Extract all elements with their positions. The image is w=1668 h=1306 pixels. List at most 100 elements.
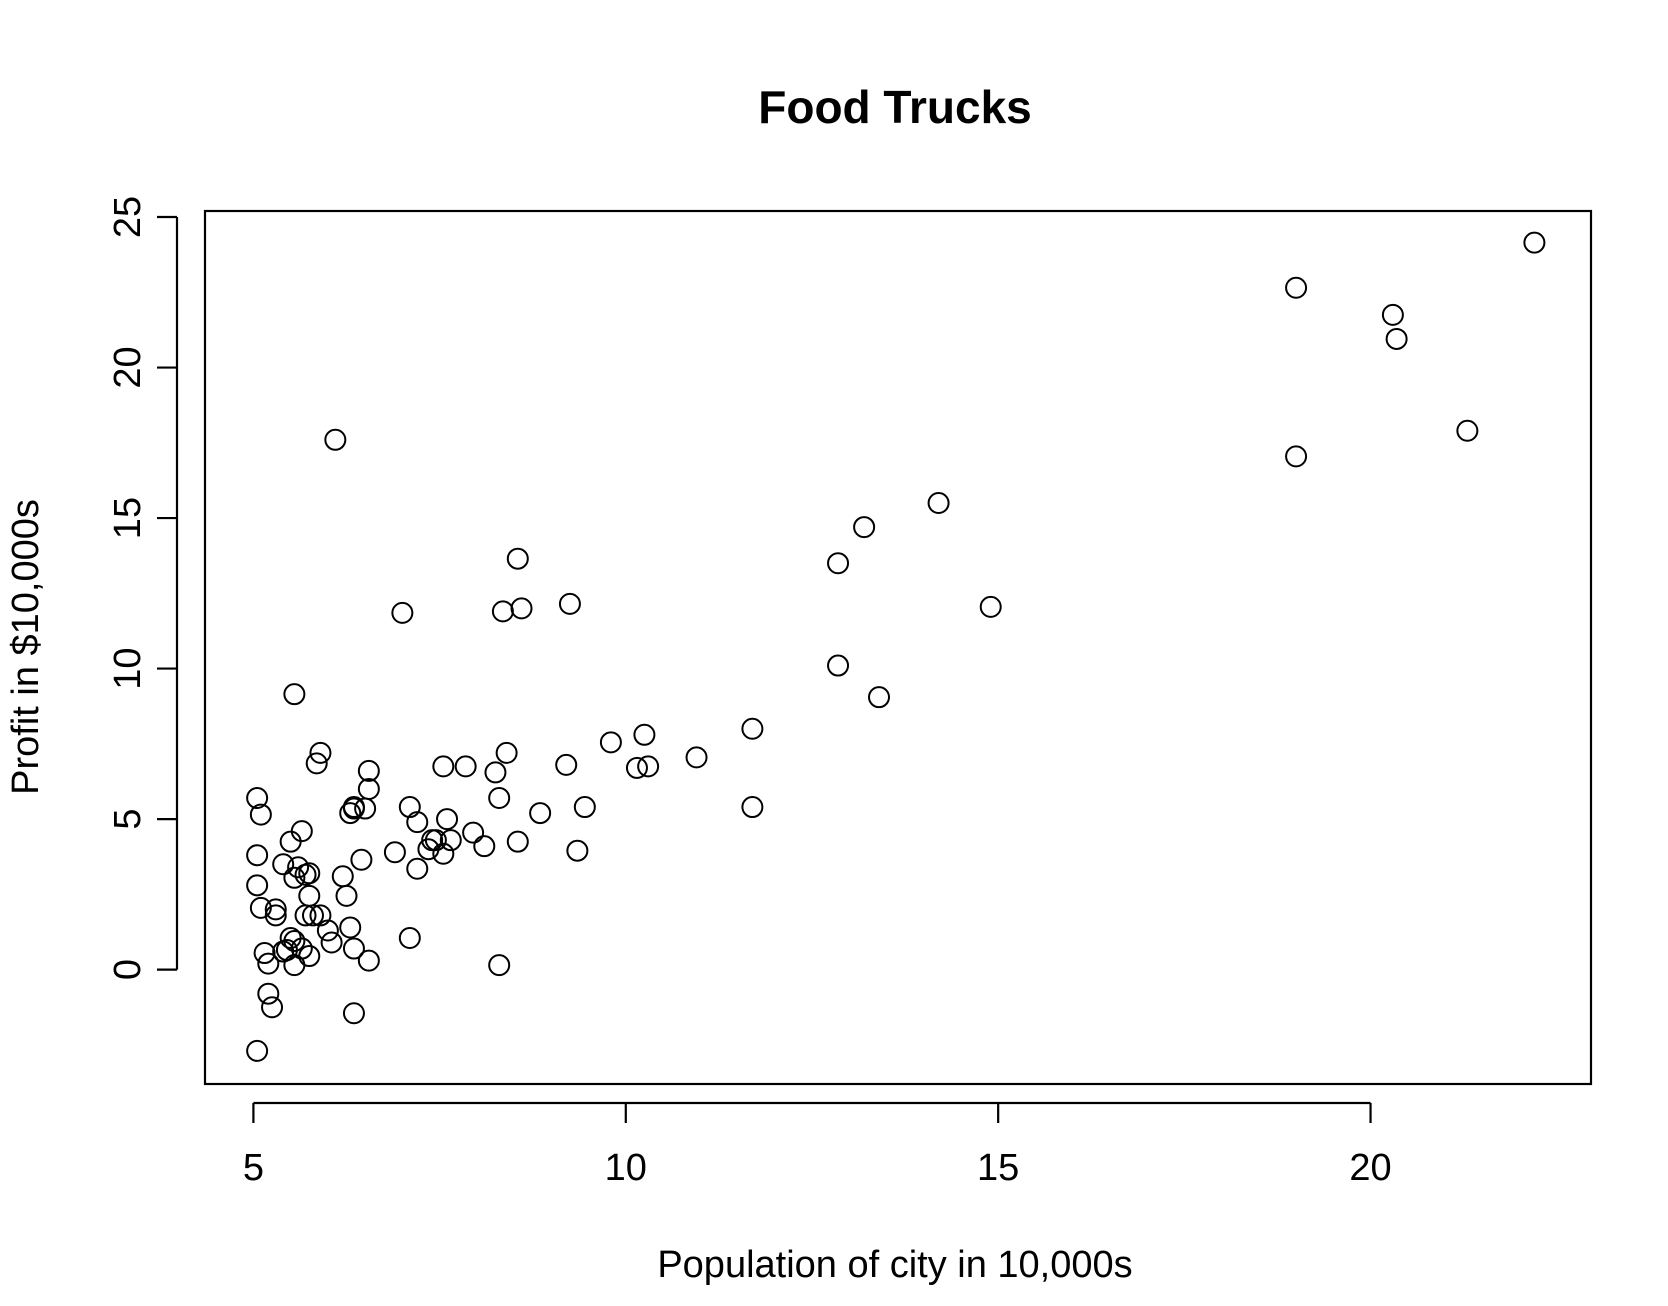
data-point (342, 796, 365, 819)
data-point (741, 796, 764, 819)
data-point (495, 741, 518, 764)
data-point (246, 1039, 269, 1062)
data-point (320, 931, 343, 954)
data-point (1285, 445, 1308, 468)
data-point (979, 595, 1002, 618)
data-point (294, 863, 317, 886)
data-point (316, 919, 339, 942)
data-point (1385, 327, 1408, 350)
y-tick-label: 25 (107, 196, 149, 238)
data-point (339, 916, 362, 939)
data-point (927, 492, 950, 515)
data-point (342, 797, 365, 820)
data-point (283, 954, 306, 977)
data-point (510, 597, 533, 620)
data-point (853, 516, 876, 539)
y-axis: 0 5 10 15 20 25 (107, 196, 179, 980)
data-point (339, 802, 362, 825)
data-point (287, 856, 310, 879)
y-axis-label: Profit in $10,000s (5, 499, 47, 795)
data-point (432, 755, 455, 778)
data-point (261, 996, 284, 1019)
data-point (529, 802, 552, 825)
data-point (625, 756, 648, 779)
data-point (599, 731, 622, 754)
data-point (555, 753, 578, 776)
data-point (383, 841, 406, 864)
data-point (436, 808, 459, 831)
data-point (488, 787, 511, 810)
data-point (417, 838, 440, 861)
data-point (506, 547, 529, 570)
data-point (305, 752, 328, 775)
data-point (454, 755, 477, 778)
chart-title: Food Trucks (758, 81, 1031, 133)
x-tick-label: 15 (977, 1147, 1019, 1189)
data-point (290, 820, 313, 843)
data-point (283, 866, 306, 889)
data-point (432, 842, 455, 865)
y-tick-label: 10 (107, 647, 149, 689)
data-point (309, 741, 332, 764)
data-point (294, 904, 317, 927)
data-point (868, 686, 891, 709)
data-point (357, 759, 380, 782)
data-point (246, 874, 269, 897)
data-point (357, 949, 380, 972)
data-point (398, 926, 421, 949)
data-point (488, 954, 511, 977)
data-point (633, 723, 656, 746)
data-point (264, 898, 287, 921)
data-point (1456, 419, 1479, 442)
data-point (324, 428, 347, 451)
data-point (566, 839, 589, 862)
y-tick-label: 15 (107, 497, 149, 539)
x-axis-label: Population of city in 10,000s (657, 1244, 1132, 1286)
data-point (685, 746, 708, 769)
data-point (246, 844, 269, 867)
data-point (279, 830, 302, 853)
data-points (246, 231, 1546, 1062)
data-point (637, 755, 660, 778)
data-point (264, 904, 287, 927)
data-point (484, 761, 507, 784)
data-point (573, 796, 596, 819)
x-axis: 5 10 15 20 (243, 1101, 1392, 1189)
data-point (253, 942, 276, 965)
data-point (301, 904, 324, 927)
data-point (827, 552, 850, 575)
data-point (506, 830, 529, 853)
data-point (331, 865, 354, 888)
data-point (257, 982, 280, 1005)
plot-frame (203, 209, 1593, 1086)
data-point (1285, 276, 1308, 299)
data-point (249, 896, 272, 919)
data-point (354, 797, 377, 820)
x-tick-label: 10 (605, 1147, 647, 1189)
data-point (827, 654, 850, 677)
data-point (1523, 231, 1546, 254)
y-tick-label: 20 (107, 346, 149, 388)
data-point (350, 848, 373, 871)
y-tick-label: 0 (107, 959, 149, 980)
data-point (272, 940, 295, 963)
x-tick-label: 5 (243, 1147, 264, 1189)
data-point (342, 937, 365, 960)
data-point (335, 884, 358, 907)
data-point (257, 952, 280, 975)
data-point (357, 777, 380, 800)
y-tick-label: 5 (107, 809, 149, 830)
data-point (406, 811, 429, 834)
data-point (246, 787, 269, 810)
data-point (309, 904, 332, 927)
data-point (406, 857, 429, 880)
data-point (473, 835, 496, 858)
data-point (439, 829, 462, 852)
data-point (283, 683, 306, 706)
data-point (1381, 303, 1404, 326)
data-point (391, 601, 414, 624)
data-point (558, 592, 581, 615)
data-point (298, 884, 321, 907)
data-point (741, 717, 764, 740)
